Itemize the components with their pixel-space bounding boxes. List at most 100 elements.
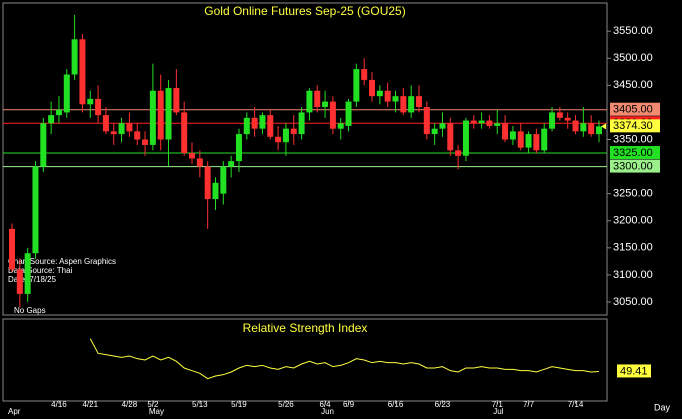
candle-body [142,139,149,145]
candle-body [24,253,31,294]
candle-body [369,79,376,97]
candle-body [87,98,94,105]
price-line-label: 3300.00 [613,160,653,172]
candle-body [306,90,313,113]
candle-body [439,123,446,129]
month-label: Apr [8,407,21,416]
candle-body [102,115,109,132]
x-tick-label: 6/16 [388,400,404,409]
y-tick-label: 3100.00 [613,269,653,281]
price-line-box [610,159,660,173]
x-tick-label: 4/21 [82,400,98,409]
candle-body [243,117,250,135]
candle-body [165,88,172,140]
candle-body [220,166,227,194]
last-price-box [610,119,660,133]
candle-body [580,123,587,132]
y-tick-label: 3200.00 [613,215,653,227]
candle-body [337,123,344,129]
candle-body [392,96,399,102]
candle-body [517,131,524,148]
candle-body [423,107,430,135]
candle-body [40,123,47,167]
x-tick-label: 4/28 [122,400,138,409]
candle-body [314,90,321,107]
month-label: Jul [493,407,503,416]
candle-body [282,128,289,143]
annotation: Date: 7/18/25 [8,275,57,284]
rsi-value-label: 49.41 [620,365,648,377]
candle-body [298,112,305,135]
candle-body [509,131,516,140]
x-tick-label: 7/1 [492,400,504,409]
candle-body [462,120,469,156]
last-price-marker [601,123,606,130]
x-tick-label: 6/9 [343,400,355,409]
candle-body [455,150,462,156]
candle-body [400,96,407,113]
price-panel [2,2,608,316]
x-tick-label: 5/19 [231,400,247,409]
candle-body [79,39,86,105]
candle-body [376,90,383,97]
x-tick-label: 6/4 [320,400,332,409]
x-tick-label: 7/7 [523,400,535,409]
candle-body [415,96,422,107]
y-tick-label: 3450.00 [613,79,653,91]
candle-body [118,123,125,135]
candle-body [525,134,532,148]
candle-body [478,120,485,124]
rsi-value-box [617,364,651,378]
candle-body [549,112,556,129]
candle-body [212,182,219,200]
candle-body [361,69,368,80]
candle-body [16,269,23,294]
candle-body [345,101,352,126]
candle-body [55,109,62,116]
candle-body [63,74,70,113]
candle-body [329,101,336,129]
candle-body [290,128,297,135]
y-tick-label: 3350.00 [613,133,653,145]
candle-body [322,101,329,107]
candle-body [149,90,156,145]
candle-body [110,131,117,135]
candle-body [494,123,501,126]
candle-body [541,128,548,151]
candle-body [134,131,141,140]
x-unit: Day [654,402,671,412]
candle-body [32,166,39,254]
candle-body [556,112,563,118]
candle-body [126,123,133,132]
candle-body [157,90,164,140]
x-tick-label: 5/2 [147,400,159,409]
last-price-label: 3374.30 [613,120,653,132]
month-label: May [149,407,164,416]
x-tick-label: 4/16 [51,400,67,409]
candle-body [275,136,282,143]
rsi-title: Relative Strength Index [243,321,368,335]
y-tick-label: 3500.00 [613,52,653,64]
y-tick-label: 3050.00 [613,296,653,308]
candle-body [408,96,415,113]
y-tick-label: 3150.00 [613,242,653,254]
candle-body [384,90,391,102]
candle-body [189,153,196,159]
y-tick-label: 3550.00 [613,25,653,37]
annotation: No Gaps [14,306,46,315]
annotation: Chart Source: Aspen Graphics [8,257,116,266]
candle-body [204,166,211,200]
candle-body [259,115,266,129]
candle-body [588,123,595,135]
price-line-label: 3325.00 [613,147,653,159]
price-line-label: 3405.00 [613,104,653,116]
candle-body [9,228,15,270]
price-line-box [610,146,660,160]
price-line-box [610,102,660,116]
rsi-line [89,338,600,380]
x-tick-label: 6/23 [435,400,451,409]
candle-body [251,117,258,129]
candle-body [235,134,242,162]
rsi-panel [2,318,608,402]
